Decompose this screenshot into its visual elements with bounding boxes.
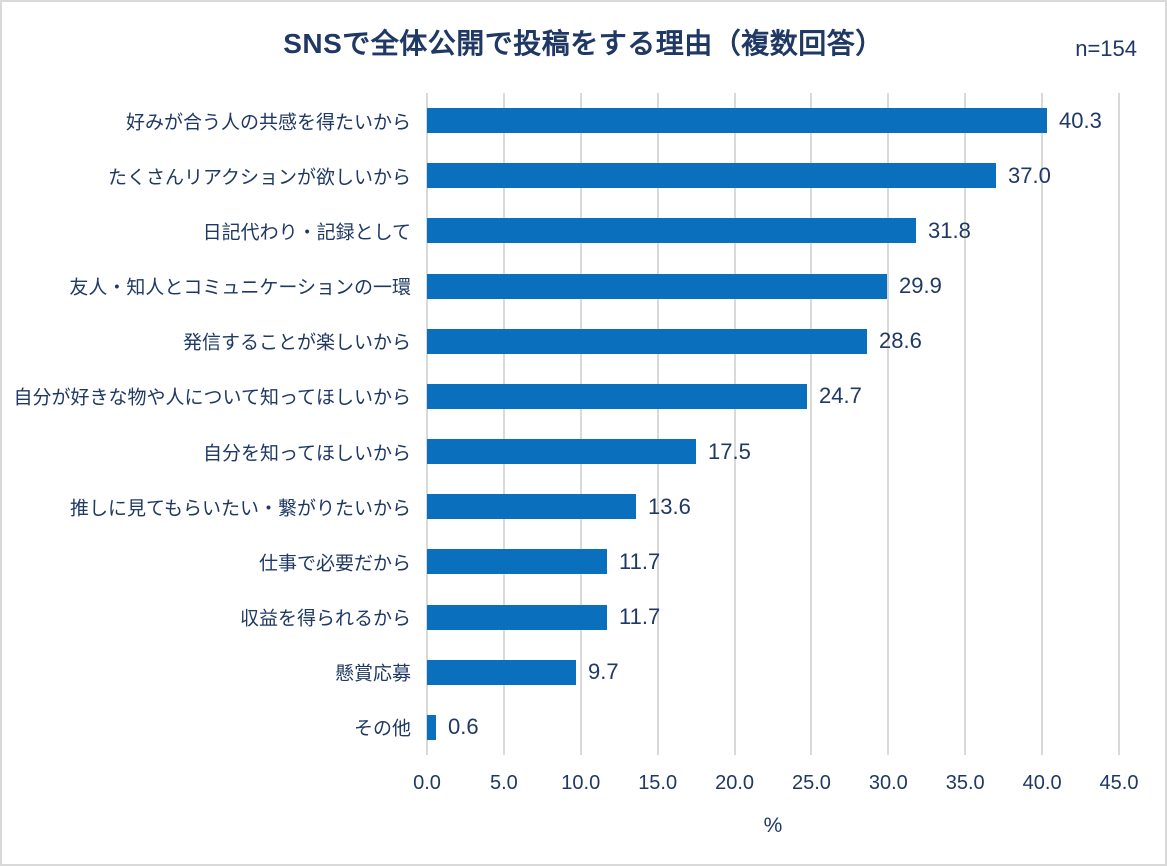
x-tick-label: 20.0	[715, 772, 755, 794]
x-tick-label: 40.0	[1022, 772, 1062, 794]
x-tick-label: 35.0	[945, 772, 985, 794]
bar	[427, 383, 807, 409]
value-label: 40.3	[1059, 107, 1102, 133]
category-label: 友人・知人とコミュニケーションの一環	[69, 277, 411, 299]
value-label: 17.5	[708, 438, 751, 464]
gridline	[964, 93, 967, 755]
bar	[427, 273, 887, 299]
bar	[427, 549, 607, 575]
x-tick-label: 30.0	[868, 772, 908, 794]
category-label: 自分を知ってほしいから	[202, 443, 411, 465]
category-label: 収益を得られるから	[239, 608, 411, 630]
category-label: 懸賞応募	[334, 663, 411, 685]
gridline	[656, 93, 659, 755]
category-label: 発信することが楽しいから	[182, 332, 411, 354]
x-axis-title: %	[763, 814, 783, 837]
value-label: 9.7	[588, 659, 619, 685]
value-label: 11.7	[619, 604, 661, 630]
gridline	[733, 93, 736, 755]
gridline	[426, 93, 428, 755]
gridline	[502, 93, 505, 755]
bar	[427, 604, 607, 630]
bar	[427, 163, 996, 189]
bar	[427, 714, 436, 740]
gridline	[1118, 93, 1120, 755]
category-label: 好みが合う人の共感を得たいから	[125, 112, 411, 134]
bar	[427, 328, 867, 354]
gridline	[887, 93, 890, 755]
x-tick-label: 25.0	[791, 772, 831, 794]
bar	[427, 108, 1047, 134]
category-label: 推しに見てもらいたい・繋がりたいから	[69, 498, 411, 520]
value-label: 13.6	[648, 493, 691, 519]
sample-size-label: n=154	[1075, 36, 1137, 61]
category-label: たくさんリアクションが欲しいから	[107, 167, 411, 189]
value-label: 24.7	[819, 383, 862, 409]
value-label: 29.9	[899, 273, 942, 299]
x-tick-label: 5.0	[489, 772, 518, 794]
chart-title: SNSで全体公開で投稿をする理由（複数回答）	[283, 28, 884, 59]
category-label: その他	[353, 718, 411, 740]
value-label: 28.6	[879, 328, 922, 354]
bar	[427, 439, 696, 465]
category-label: 仕事で必要だから	[258, 553, 411, 575]
value-label: 31.8	[928, 217, 971, 243]
x-tick-label: 0.0	[413, 772, 441, 794]
category-label: 日記代わり・記録として	[202, 222, 411, 244]
value-label: 37.0	[1008, 162, 1051, 188]
gridline	[1041, 93, 1044, 755]
bar	[427, 659, 576, 685]
value-label: 0.6	[448, 714, 479, 740]
value-label: 11.7	[619, 548, 661, 574]
bar	[427, 218, 916, 244]
category-label: 自分が好きな物や人について知ってほしいから	[13, 387, 411, 409]
x-tick-label: 10.0	[561, 772, 601, 794]
x-tick-label: 45.0	[1099, 772, 1139, 794]
x-tick-label: 15.0	[638, 772, 678, 794]
gridline	[579, 93, 582, 755]
bar	[427, 494, 636, 520]
gridline	[810, 93, 813, 755]
